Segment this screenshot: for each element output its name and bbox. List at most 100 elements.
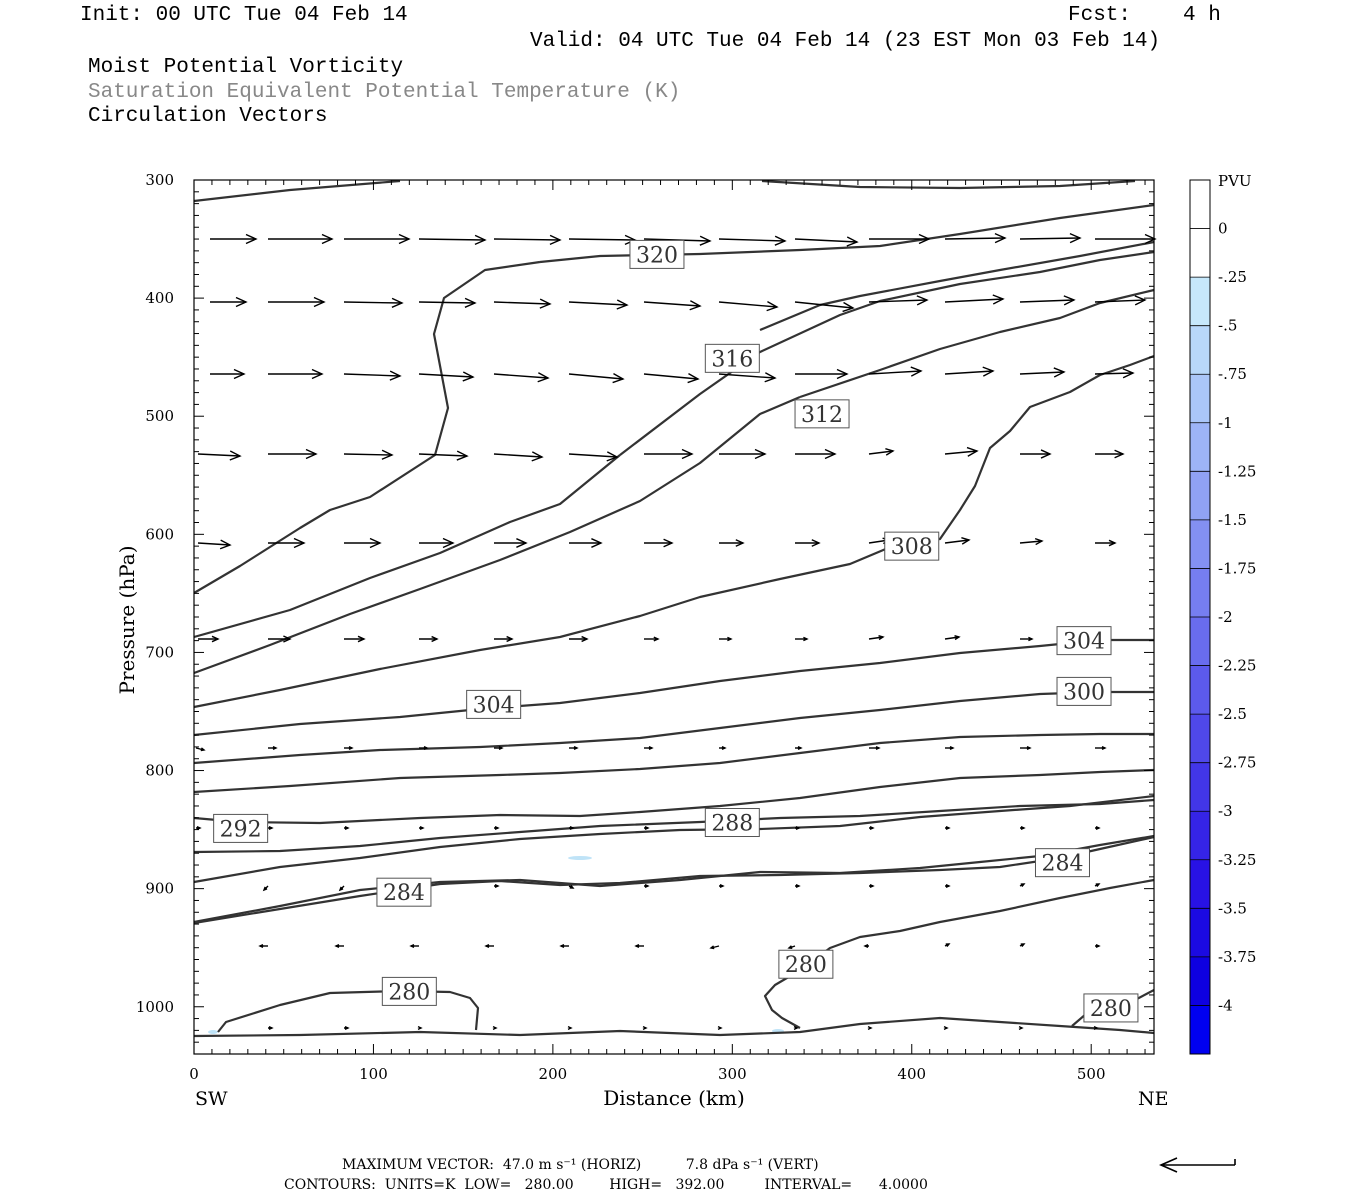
circulation-vector xyxy=(868,447,895,456)
circulation-vector xyxy=(195,747,206,752)
circulation-vector xyxy=(492,1026,498,1030)
circulation-vector xyxy=(197,539,232,550)
circulation-vector xyxy=(1018,1026,1024,1030)
circulation-vector xyxy=(1094,295,1147,306)
theta-e-contour xyxy=(193,1016,1155,1038)
svg-text:288: 288 xyxy=(711,812,753,837)
circulation-vector xyxy=(795,636,809,642)
circulation-vector xyxy=(343,297,404,308)
circulation-vector xyxy=(1020,746,1032,750)
circulation-vector xyxy=(1095,449,1125,459)
svg-text:292: 292 xyxy=(220,817,262,842)
colorbar-swatch xyxy=(1190,714,1210,764)
field-title-vectors: Circulation Vectors xyxy=(88,105,328,128)
contour-label: 280 xyxy=(778,949,834,979)
contour-label: 308 xyxy=(884,531,940,561)
ne-end-label: NE xyxy=(1138,1088,1169,1110)
svg-text:316: 316 xyxy=(711,347,753,372)
circulation-vector xyxy=(569,826,575,830)
circulation-vector xyxy=(867,1026,873,1030)
colorbar-title: PVU xyxy=(1218,172,1252,190)
circulation-vector xyxy=(717,1026,723,1030)
circulation-vector xyxy=(1019,943,1026,947)
colorbar-swatch xyxy=(1190,325,1210,375)
theta-e-contour xyxy=(759,240,1155,332)
circulation-vector xyxy=(795,884,801,888)
circulation-vector xyxy=(709,945,720,950)
theta-e-contour xyxy=(761,179,1136,190)
mpv-shading xyxy=(208,1030,218,1034)
circulation-vector xyxy=(1095,539,1117,547)
circulation-vector xyxy=(567,1026,573,1030)
colorbar-label: 0 xyxy=(1218,220,1228,238)
circulation-vector xyxy=(334,944,344,948)
circulation-vector xyxy=(196,826,202,830)
svg-text:280: 280 xyxy=(1090,997,1132,1022)
circulation-vector xyxy=(493,451,544,462)
circulation-vector xyxy=(268,537,306,549)
circulation-vector xyxy=(718,235,787,246)
x-tick-label: 300 xyxy=(718,1065,747,1083)
circulation-vector xyxy=(1094,368,1135,379)
theta-e-contour xyxy=(193,690,1154,765)
theta-e-contour xyxy=(193,638,1154,737)
reference-vector-arrow xyxy=(1159,1157,1236,1173)
circulation-vector xyxy=(569,538,603,548)
circulation-vector xyxy=(944,294,1005,305)
circulation-vector xyxy=(258,944,268,948)
circulation-vector xyxy=(1019,537,1044,546)
circulation-vector xyxy=(944,635,961,641)
theta-e-contour xyxy=(763,878,1155,1029)
field-title-theta: Saturation Equivalent Potential Temperat… xyxy=(88,81,681,104)
circulation-vector xyxy=(419,635,439,643)
circulation-vector xyxy=(787,945,796,950)
colorbar-label: -.75 xyxy=(1218,365,1247,383)
circulation-vector xyxy=(569,635,589,643)
contour-label: 304 xyxy=(1056,626,1112,656)
x-tick-label: 500 xyxy=(1077,1065,1106,1083)
circulation-vector xyxy=(268,448,318,460)
circulation-vector xyxy=(344,635,366,643)
valid-time: Valid: 04 UTC Tue 04 Feb 14 (23 EST Mon … xyxy=(530,30,1161,53)
svg-text:304: 304 xyxy=(473,693,515,718)
circulation-vector xyxy=(719,636,733,642)
circulation-vector xyxy=(869,233,931,245)
forecast-label: Fcst: xyxy=(1068,4,1132,27)
colorbar-label: -.25 xyxy=(1218,268,1247,286)
contour-label: 288 xyxy=(704,808,760,838)
circulation-vector xyxy=(198,635,220,643)
circulation-vector xyxy=(793,1026,799,1030)
svg-text:280: 280 xyxy=(785,953,827,978)
svg-text:284: 284 xyxy=(383,881,425,906)
circulation-vector xyxy=(1095,944,1101,948)
circulation-vector xyxy=(718,372,777,383)
circulation-vector xyxy=(943,1026,949,1030)
y-tick-label: 700 xyxy=(145,643,174,661)
field-title-mpv: Moist Potential Vorticity xyxy=(88,56,404,79)
circulation-vector xyxy=(945,826,951,830)
colorbar-swatch xyxy=(1190,180,1210,230)
circulation-vector xyxy=(1095,746,1107,750)
circulation-vector xyxy=(944,943,951,947)
circulation-vector xyxy=(418,234,487,245)
circulation-vector xyxy=(210,296,248,308)
mpv-shading xyxy=(568,856,592,860)
circulation-vector xyxy=(268,746,278,750)
circulation-vector xyxy=(795,368,849,380)
x-tick-label: 400 xyxy=(897,1065,926,1083)
circulation-vector xyxy=(344,233,411,245)
circulation-vector xyxy=(869,746,881,750)
colorbar-label: -4 xyxy=(1218,996,1233,1014)
theta-e-contour xyxy=(193,541,901,709)
contour-label: 316 xyxy=(704,343,760,373)
contour-label: 280 xyxy=(381,976,437,1006)
circulation-vector xyxy=(210,233,258,245)
circulation-vector xyxy=(644,538,674,548)
circulation-vector xyxy=(719,539,745,547)
circulation-vector xyxy=(418,297,477,308)
circulation-vector xyxy=(268,1026,274,1030)
circulation-vector xyxy=(338,885,345,892)
theta-e-contour xyxy=(193,732,1154,794)
x-axis-label: Distance (km) xyxy=(603,1086,745,1110)
colorbar-label: -2.25 xyxy=(1218,657,1256,675)
